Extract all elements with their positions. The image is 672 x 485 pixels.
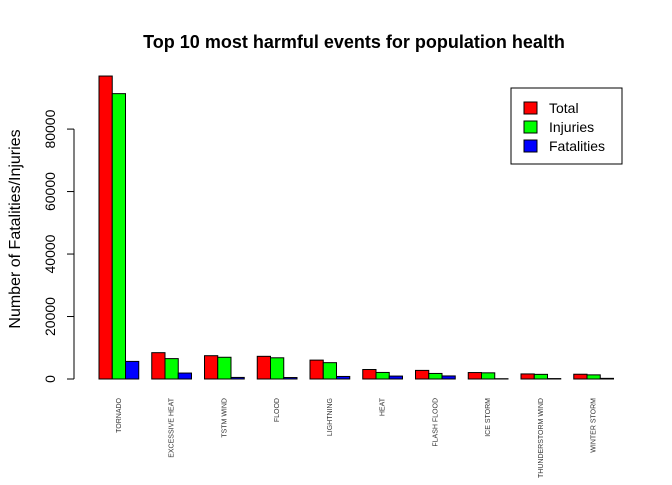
bar-total-9 — [574, 374, 587, 379]
x-tick-label: THUNDERSTORM WIND — [538, 398, 545, 478]
bar-injuries-4 — [323, 363, 336, 379]
legend-swatch-fatalities — [524, 140, 537, 152]
bar-total-0 — [99, 76, 112, 379]
bar-fatalities-5 — [389, 376, 402, 379]
bar-injuries-1 — [165, 359, 178, 379]
legend-label-total: Total — [549, 100, 579, 116]
legend-swatch-total — [524, 102, 537, 114]
y-tick-label: 60000 — [42, 172, 58, 211]
x-axis-tick-labels: TORNADO EXCESSIVE HEAT TSTM WIND FLOOD LIGHT… — [116, 397, 598, 478]
bar-fatalities-9 — [600, 378, 613, 379]
bar-total-2 — [205, 356, 218, 379]
bar-fatalities-3 — [284, 378, 297, 379]
bar-fatalities-6 — [442, 376, 455, 379]
x-tick-label: EXCESSIVE HEAT — [169, 397, 176, 458]
legend-swatch-injuries — [524, 121, 537, 133]
bar-total-7 — [468, 373, 481, 379]
chart-title: Top 10 most harmful events for populatio… — [143, 32, 565, 52]
bar-fatalities-2 — [231, 377, 244, 379]
bar-injuries-5 — [376, 372, 389, 379]
bar-fatalities-1 — [178, 373, 191, 379]
y-tick-label: 80000 — [42, 109, 58, 148]
bar-injuries-2 — [218, 357, 231, 379]
bar-injuries-0 — [112, 94, 125, 379]
bar-fatalities-4 — [337, 376, 350, 379]
x-tick-label: FLOOD — [274, 398, 281, 422]
y-axis: 0 20000 40000 60000 80000 — [42, 109, 74, 382]
y-tick-label: 0 — [42, 375, 58, 383]
y-tick-label: 40000 — [42, 234, 58, 273]
bar-total-8 — [521, 374, 534, 379]
y-tick-label: 20000 — [42, 297, 58, 336]
x-tick-label: HEAT — [380, 397, 387, 416]
x-tick-label: ICE STORM — [485, 398, 492, 437]
x-tick-label: LIGHTNING — [327, 398, 334, 436]
y-axis-label: Number of Fatalities/Injuries — [7, 129, 24, 328]
legend-label-injuries: Injuries — [549, 119, 594, 135]
bar-total-4 — [310, 360, 323, 379]
x-tick-label: TSTM WIND — [221, 398, 228, 438]
bar-injuries-3 — [271, 358, 284, 379]
bar-injuries-8 — [534, 374, 547, 379]
bar-injuries-9 — [587, 375, 600, 379]
bar-total-1 — [152, 353, 165, 379]
legend: Total Injuries Fatalities — [511, 88, 622, 164]
x-tick-label: TORNADO — [116, 397, 123, 432]
bar-injuries-7 — [482, 373, 495, 379]
bar-fatalities-0 — [126, 361, 139, 379]
bar-total-3 — [257, 356, 270, 379]
legend-label-fatalities: Fatalities — [549, 138, 605, 154]
x-tick-label: WINTER STORM — [591, 398, 598, 453]
bar-injuries-6 — [429, 373, 442, 379]
bar-total-6 — [416, 370, 429, 379]
x-tick-label: FLASH FLOOD — [432, 398, 439, 447]
bar-total-5 — [363, 370, 376, 379]
